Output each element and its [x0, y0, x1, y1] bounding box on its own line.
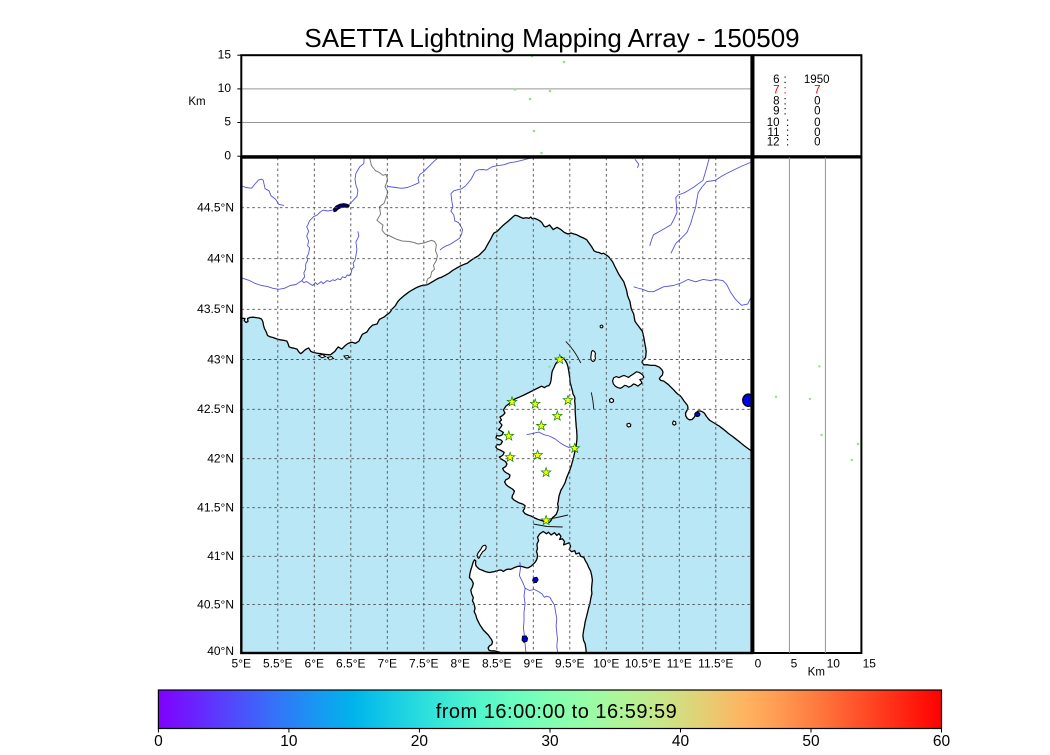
- svg-text:5.5°E: 5.5°E: [263, 656, 292, 670]
- svg-text:1950: 1950: [804, 74, 830, 86]
- svg-text:from 16:00:00 to 16:59:59: from 16:00:00 to 16:59:59: [436, 701, 678, 723]
- svg-text:0: 0: [814, 127, 820, 139]
- svg-text:42°N: 42°N: [207, 452, 234, 466]
- svg-text:40°N: 40°N: [207, 644, 234, 658]
- svg-text:0: 0: [814, 137, 820, 149]
- svg-text::: :: [784, 74, 787, 86]
- svg-text:7: 7: [773, 85, 779, 97]
- svg-text:7: 7: [814, 85, 820, 97]
- svg-text:11°E: 11°E: [667, 656, 692, 670]
- svg-text::: :: [784, 96, 787, 108]
- svg-text:0: 0: [814, 117, 820, 129]
- svg-text:7.5°E: 7.5°E: [409, 656, 438, 670]
- svg-text:0: 0: [755, 656, 762, 670]
- svg-text:5°E: 5°E: [232, 656, 251, 670]
- svg-text:0: 0: [224, 148, 231, 162]
- svg-text:0: 0: [154, 733, 163, 750]
- svg-text:20: 20: [411, 733, 429, 750]
- svg-text:9: 9: [773, 106, 779, 118]
- svg-text:10.5°E: 10.5°E: [625, 656, 661, 670]
- svg-text:5: 5: [791, 656, 798, 670]
- svg-text:11.5°E: 11.5°E: [698, 656, 733, 670]
- svg-text:Km: Km: [808, 667, 825, 679]
- svg-text:8: 8: [773, 96, 779, 108]
- svg-text:15: 15: [863, 656, 877, 670]
- svg-text:10°E: 10°E: [593, 656, 619, 670]
- svg-text:41°N: 41°N: [207, 549, 234, 563]
- svg-text:60: 60: [933, 733, 951, 750]
- svg-text:44°N: 44°N: [207, 252, 234, 266]
- svg-text:43°N: 43°N: [207, 352, 234, 366]
- svg-text:9.5°E: 9.5°E: [555, 656, 584, 670]
- svg-text:0: 0: [814, 96, 820, 108]
- svg-text:10: 10: [827, 656, 841, 670]
- svg-text:7°E: 7°E: [378, 656, 397, 670]
- svg-text:6.5°E: 6.5°E: [336, 656, 365, 670]
- svg-text:0: 0: [814, 106, 820, 118]
- svg-text:6°E: 6°E: [305, 656, 324, 670]
- svg-text:6: 6: [773, 74, 779, 86]
- svg-text:30: 30: [541, 733, 559, 750]
- svg-text:11: 11: [768, 127, 780, 139]
- svg-text:10: 10: [218, 81, 232, 95]
- svg-text::: :: [786, 137, 789, 149]
- svg-text:Km: Km: [188, 96, 205, 108]
- svg-text:44.5°N: 44.5°N: [197, 201, 234, 215]
- svg-text:9°E: 9°E: [524, 656, 543, 670]
- svg-text:15: 15: [218, 47, 232, 61]
- svg-text::: :: [786, 127, 789, 139]
- svg-text:50: 50: [802, 733, 820, 750]
- svg-text:43.5°N: 43.5°N: [197, 302, 234, 316]
- svg-text::: :: [786, 117, 789, 129]
- svg-text:42.5°N: 42.5°N: [197, 402, 234, 416]
- svg-text::: :: [784, 85, 787, 97]
- svg-text:40.5°N: 40.5°N: [197, 597, 234, 611]
- svg-text:SAETTA Lightning Mapping Array: SAETTA Lightning Mapping Array - 150509: [304, 23, 799, 53]
- svg-text:10: 10: [280, 733, 298, 750]
- svg-text:5: 5: [224, 115, 231, 129]
- svg-text:8.5°E: 8.5°E: [482, 656, 511, 670]
- svg-text:41.5°N: 41.5°N: [197, 501, 234, 515]
- svg-text:10: 10: [767, 117, 780, 129]
- svg-text::: :: [784, 106, 787, 118]
- svg-text:40: 40: [672, 733, 690, 750]
- svg-text:8°E: 8°E: [451, 656, 470, 670]
- svg-text:12: 12: [767, 137, 780, 149]
